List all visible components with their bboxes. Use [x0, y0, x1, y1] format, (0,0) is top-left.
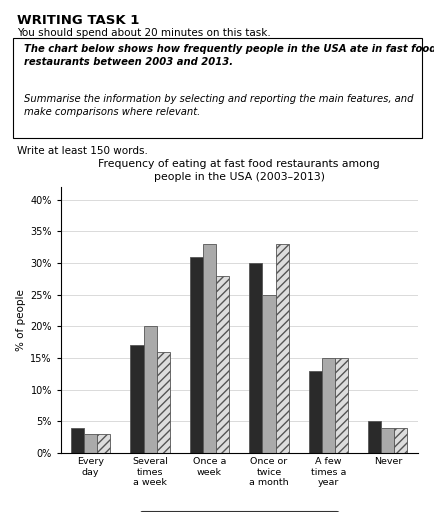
Bar — [97, 434, 110, 453]
Bar — [84, 434, 97, 453]
Bar — [308, 371, 321, 453]
Legend: 2003, 2006, 2013: 2003, 2006, 2013 — [139, 511, 338, 512]
Bar — [216, 275, 229, 453]
Bar — [334, 358, 347, 453]
Bar — [275, 244, 288, 453]
Bar — [190, 257, 203, 453]
Title: Frequency of eating at fast food restaurants among
people in the USA (2003–2013): Frequency of eating at fast food restaur… — [98, 159, 379, 182]
Bar — [394, 428, 407, 453]
Bar — [262, 294, 275, 453]
Bar — [71, 428, 84, 453]
Bar — [249, 263, 262, 453]
Bar — [156, 352, 169, 453]
Bar — [130, 346, 143, 453]
Text: Summarise the information by selecting and reporting the main features, and
make: Summarise the information by selecting a… — [24, 81, 412, 117]
Y-axis label: % of people: % of people — [16, 289, 26, 351]
Text: Write at least 150 words.: Write at least 150 words. — [17, 146, 148, 156]
Bar — [321, 358, 334, 453]
Text: The chart below shows how frequently people in the USA ate in fast food
restaura: The chart below shows how frequently peo… — [24, 44, 434, 67]
Bar — [203, 244, 216, 453]
Bar — [143, 326, 156, 453]
Bar — [381, 428, 394, 453]
Text: WRITING TASK 1: WRITING TASK 1 — [17, 14, 139, 27]
Text: You should spend about 20 minutes on this task.: You should spend about 20 minutes on thi… — [17, 28, 270, 38]
Bar — [368, 421, 381, 453]
